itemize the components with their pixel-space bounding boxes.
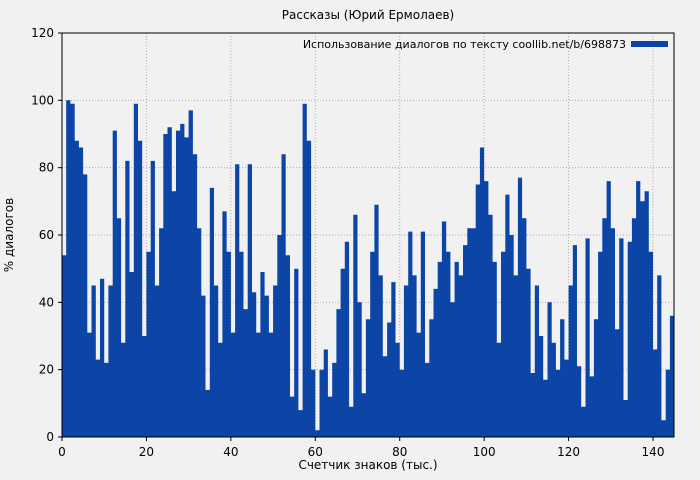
x-tick-label: 120 xyxy=(557,445,580,459)
x-tick-label: 100 xyxy=(473,445,496,459)
legend-label: Использование диалогов по тексту coollib… xyxy=(303,38,626,51)
legend: Использование диалогов по тексту coollib… xyxy=(303,38,668,51)
y-tick-label: 100 xyxy=(31,93,54,107)
y-tick-label: 0 xyxy=(46,430,54,444)
y-tick-label: 120 xyxy=(31,26,54,40)
x-axis-label: Счетчик знаков (тыс.) xyxy=(298,458,437,472)
data-series-area xyxy=(62,100,674,438)
y-tick-label: 60 xyxy=(39,228,54,242)
x-tick-label: 40 xyxy=(223,445,238,459)
x-tick-label: 0 xyxy=(58,445,66,459)
x-tick-label: 60 xyxy=(308,445,323,459)
axis-tick-labels: 0 20 40 60 80 100 120 140 0 20 40 60 80 100 120 xyxy=(31,26,664,459)
y-tick-label: 80 xyxy=(39,161,54,175)
plot-border xyxy=(61,32,675,438)
x-tick-label: 80 xyxy=(392,445,407,459)
x-tick-label: 140 xyxy=(642,445,665,459)
y-tick-label: 40 xyxy=(39,295,54,309)
legend-series-swatch xyxy=(631,41,668,47)
y-tick-label: 20 xyxy=(39,363,54,377)
dialog-usage-series xyxy=(62,100,674,438)
x-tick-label: 20 xyxy=(139,445,154,459)
axis-ticks xyxy=(58,32,654,441)
y-axis-label: % диалогов xyxy=(2,198,16,272)
chart-title: Рассказы (Юрий Ермолаев) xyxy=(282,8,454,22)
